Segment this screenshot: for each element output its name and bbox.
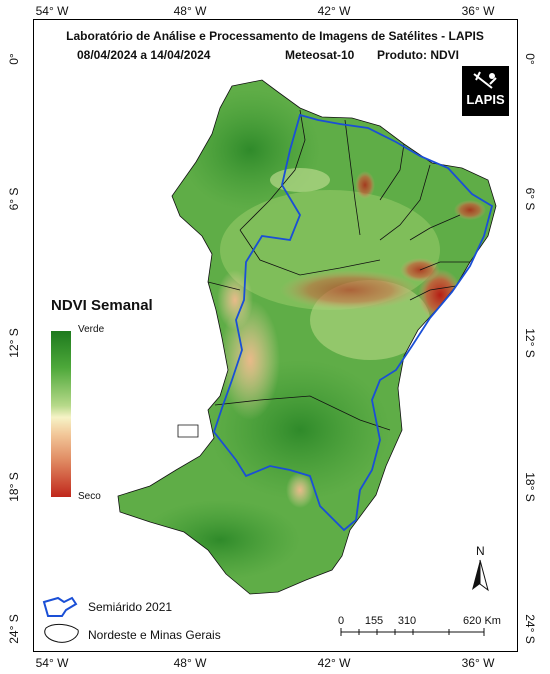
bottom-lon-label: 36° W xyxy=(461,656,495,670)
scale-label-0: 0 xyxy=(337,615,345,627)
boundary-legend-icon xyxy=(44,623,79,643)
bottom-lon-label: 42° W xyxy=(317,656,351,670)
top-lon-label: 48° W xyxy=(173,4,207,18)
bottom-lon-label: 54° W xyxy=(35,656,69,670)
top-lon-label: 42° W xyxy=(317,4,351,18)
ramp-low-label: Seco xyxy=(78,491,101,502)
bottom-lon-label: 48° W xyxy=(173,656,207,670)
lapis-logo: LAPIS xyxy=(462,66,509,116)
ramp-high-label: Verde xyxy=(78,324,105,335)
north-label: N xyxy=(476,544,485,558)
scale-label-620: 620 Km xyxy=(463,615,501,627)
product-label: Produto: NDVI xyxy=(377,48,459,62)
top-lon-label: 36° W xyxy=(461,4,495,18)
boundary-legend-label: Nordeste e Minas Gerais xyxy=(88,628,221,642)
ndvi-color-ramp xyxy=(51,331,71,497)
period-label: 08/04/2024 a 14/04/2024 xyxy=(77,48,211,62)
top-lon-label: 54° W xyxy=(35,4,69,18)
north-arrow-icon xyxy=(472,559,489,592)
scale-bar xyxy=(340,628,485,636)
scale-label-155: 155 xyxy=(364,615,384,627)
semiarid-boundary xyxy=(212,113,494,532)
satellite-label: Meteosat-10 xyxy=(285,48,355,62)
satellite-logo-icon xyxy=(473,71,497,89)
legend-title: NDVI Semanal xyxy=(51,297,153,314)
map-title: Laboratório de Análise e Processamento d… xyxy=(66,29,484,43)
semiarid-legend-label: Semiárido 2021 xyxy=(88,600,173,614)
scale-label-310: 310 xyxy=(397,615,417,627)
ndvi-raster xyxy=(118,80,496,594)
logo-text: LAPIS xyxy=(466,92,505,107)
semiarid-legend-icon xyxy=(42,596,78,617)
